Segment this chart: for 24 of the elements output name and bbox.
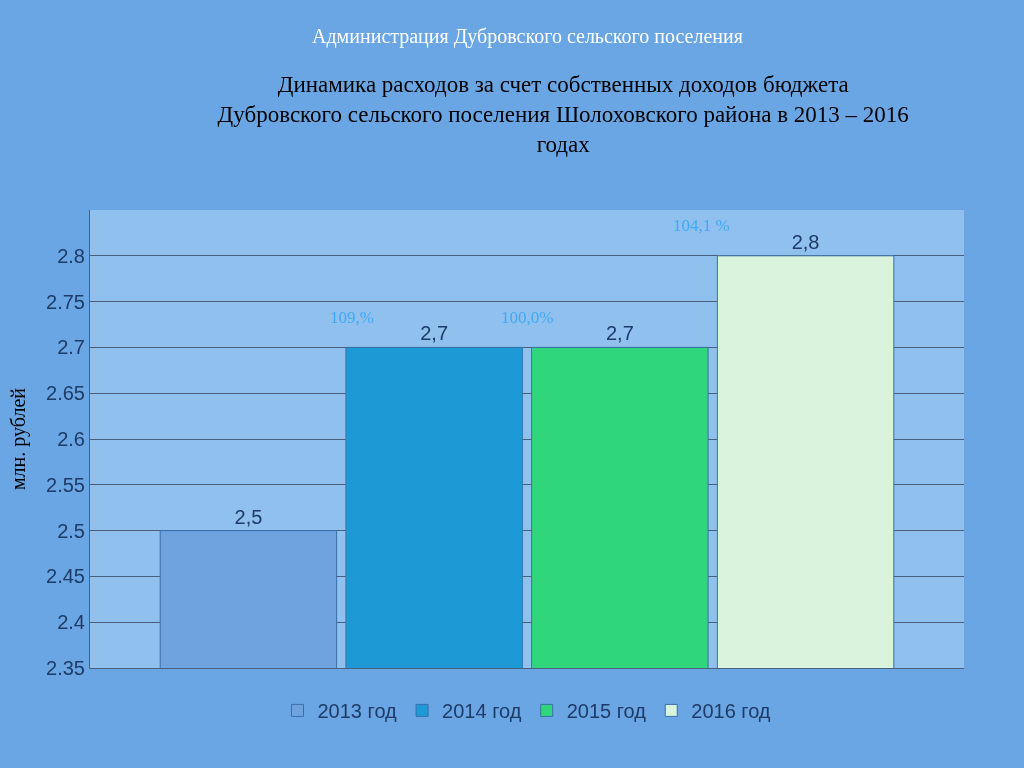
y-tick-label: 2.35 bbox=[46, 657, 85, 679]
y-tick-label: 2.5 bbox=[57, 519, 85, 542]
annotation: 109,% bbox=[330, 308, 374, 327]
y-tick-label: 2.45 bbox=[46, 565, 85, 588]
data-label: 2,5 bbox=[234, 505, 263, 528]
y-tick-label: 2.7 bbox=[57, 336, 85, 359]
chart-title: Динамика расходов за счет собственных доходов бюджета Дубровского сельского поселения Шолоховского района в 2013 – 2016 годах bbox=[217, 72, 909, 157]
y-tick-label: 2.4 bbox=[57, 611, 85, 634]
legend-label: 2016 год bbox=[691, 700, 771, 723]
y-tick-label: 2.6 bbox=[57, 428, 85, 450]
data-label: 2,7 bbox=[420, 322, 449, 345]
legend-label: 2013 год bbox=[317, 700, 398, 723]
y-axis-title: млн. рублей bbox=[6, 387, 30, 491]
legend-label: 2014 год bbox=[442, 700, 522, 723]
legend-label: 2015 год bbox=[566, 700, 647, 723]
y-tick-label: 2.65 bbox=[46, 382, 85, 405]
data-label: 2,7 bbox=[605, 322, 634, 345]
y-tick-label: 2.75 bbox=[46, 290, 85, 313]
data-label: 2,8 bbox=[791, 230, 820, 253]
annotation: 104,1 % bbox=[673, 216, 730, 235]
y-tick-label: 2.55 bbox=[46, 473, 85, 496]
text: Администрация Дубровского сельского поселения bbox=[312, 25, 743, 48]
y-tick-label: 2.8 bbox=[57, 244, 85, 267]
annotation: 100,0% bbox=[501, 308, 554, 327]
